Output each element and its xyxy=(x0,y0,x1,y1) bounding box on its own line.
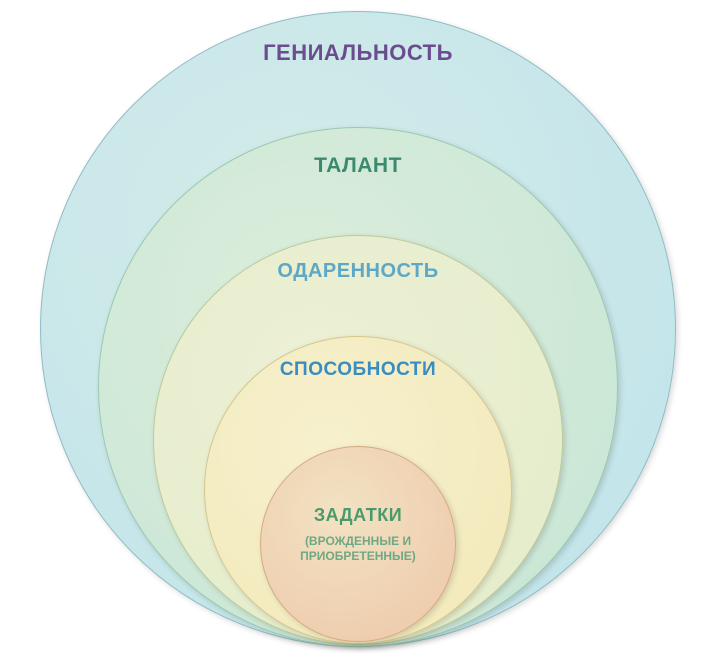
circle-inclinations: ЗАДАТКИ (ВРОЖДЕННЫЕ И ПРИОБРЕТЕННЫЕ) xyxy=(260,446,456,642)
label-inclinations: ЗАДАТКИ xyxy=(275,505,442,526)
sublabel-inclinations: (ВРОЖДЕННЫЕ И ПРИОБРЕТЕННЫЕ) xyxy=(275,534,442,564)
nested-circles-diagram: ГЕНИАЛЬНОСТЬ ТАЛАНТ ОДАРЕННОСТЬ СПОСОБНО… xyxy=(0,0,716,658)
inner-label-group: ЗАДАТКИ (ВРОЖДЕННЫЕ И ПРИОБРЕТЕННЫЕ) xyxy=(275,505,442,641)
